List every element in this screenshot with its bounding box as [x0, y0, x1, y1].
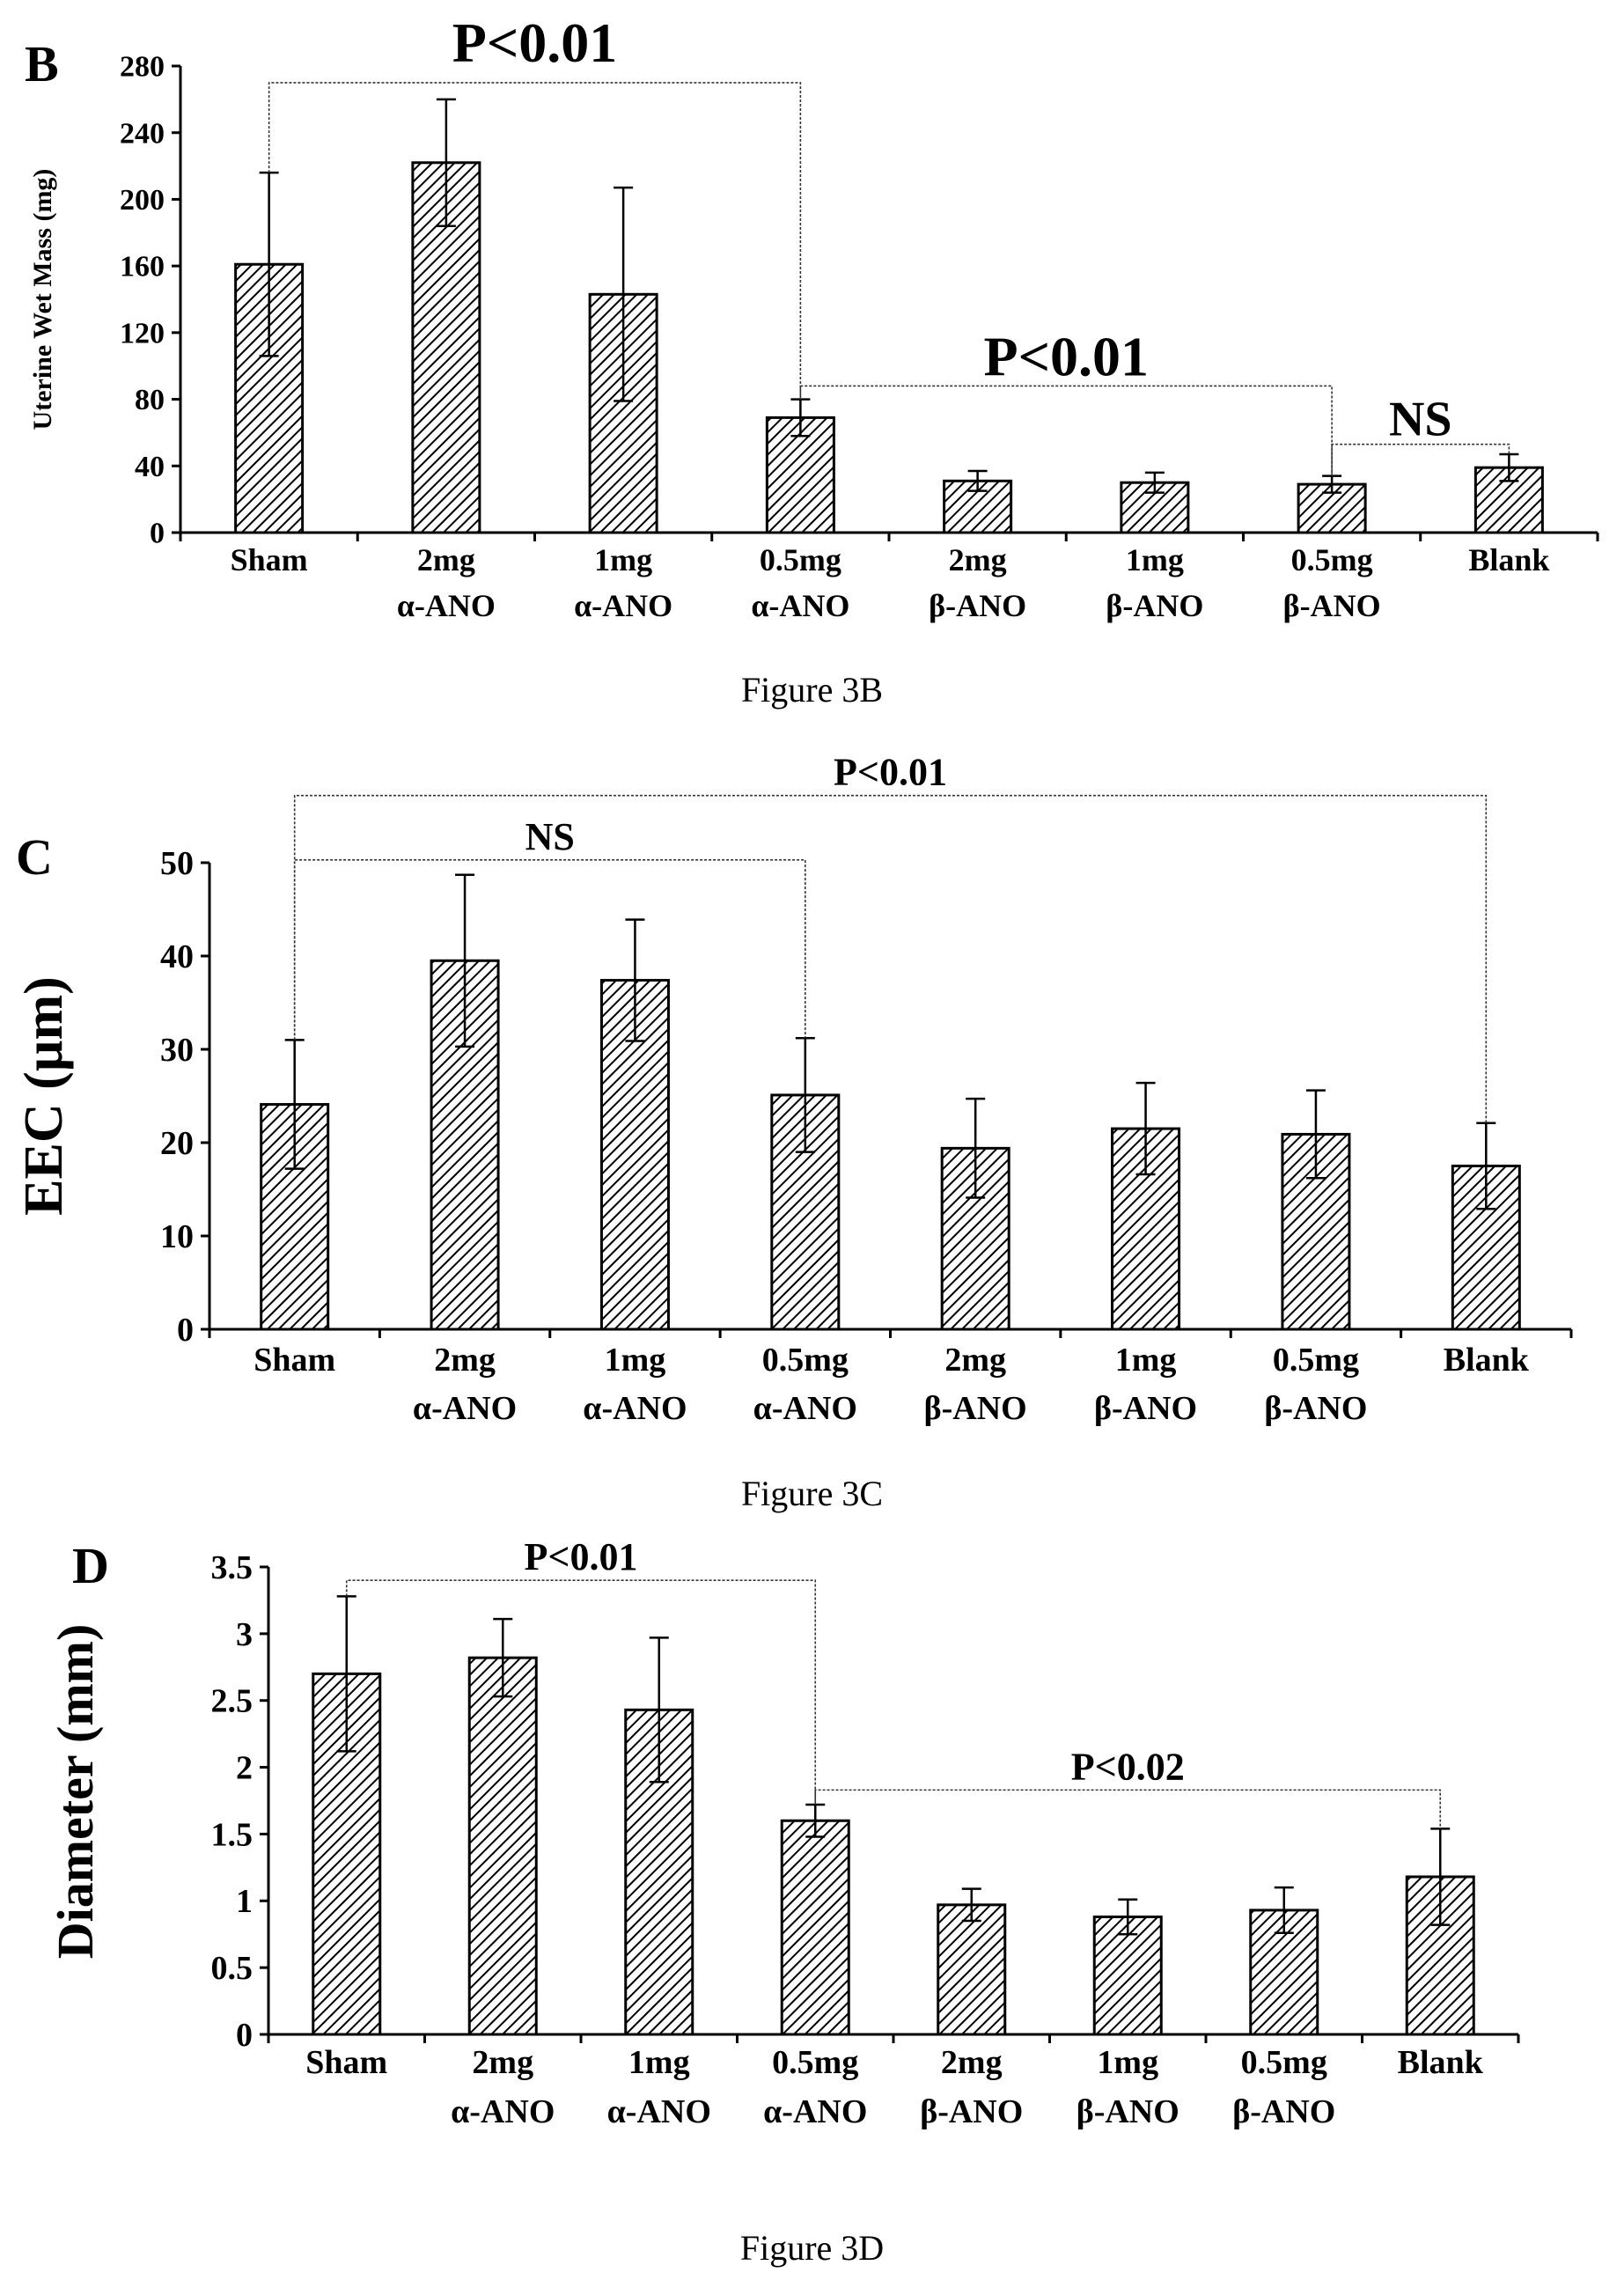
significance-bracket: [1331, 443, 1510, 476]
significance-bracket: [293, 794, 1488, 1123]
bar: [1092, 1915, 1163, 2036]
y-tick-label: 1: [236, 1883, 253, 1920]
category-label: β-ANO: [1232, 2093, 1335, 2130]
panel-letter: B: [25, 35, 59, 92]
y-tick-label: 3: [236, 1616, 253, 1653]
significance-label: P<0.01: [983, 325, 1149, 387]
y-tick-label: 0: [150, 518, 165, 550]
y-tick-label: 1.5: [211, 1816, 254, 1853]
category-label: α-ANO: [607, 2093, 711, 2130]
bar: [780, 1819, 850, 2036]
y-tick-label: 30: [160, 1032, 194, 1069]
category-label: Sham: [254, 1342, 335, 1379]
category-label: 1mg: [1097, 2044, 1158, 2081]
significance-label: P<0.01: [525, 1535, 638, 1578]
category-label: 0.5mg: [1273, 1342, 1359, 1379]
category-label: β-ANO: [1077, 2093, 1179, 2130]
category-label: Sham: [305, 2044, 387, 2081]
y-tick-label: 120: [120, 317, 165, 349]
category-label: 1mg: [594, 542, 652, 577]
category-label: 2mg: [941, 2044, 1003, 2081]
significance-label: P<0.01: [452, 11, 618, 74]
chart-3b: B Uterine Wet Mass (mg) 0 40 80 120 160 200 240 2…: [25, 11, 1599, 623]
significance-label: P<0.01: [834, 751, 947, 794]
chart-3c: C EEC (µm) 0 10 20 30 40 50 Sham 2mg α-ANO 1mg α-ANO…: [14, 751, 1573, 1427]
y-tick-label: 80: [135, 384, 165, 416]
y-tick-label: 0: [177, 1312, 194, 1349]
category-label: β-ANO: [1106, 588, 1203, 623]
y-tick-label: 10: [160, 1218, 194, 1255]
category-label: 1mg: [1126, 542, 1184, 577]
y-tick-label: 20: [160, 1125, 194, 1162]
y-tick-label: 40: [160, 938, 194, 975]
category-label: α-ANO: [451, 2093, 555, 2130]
figure-caption-3d: Figure 3D: [739, 2228, 885, 2268]
y-tick-label: 160: [120, 251, 165, 283]
category-label: α-ANO: [583, 1390, 687, 1427]
category-label: 0.5mg: [762, 1342, 849, 1379]
category-label: 2mg: [472, 2044, 533, 2081]
chart-3d: D Diameter (mm) 0 0.5 1 1.5 2 2.5 3 3.5 Sham 2mg α-A…: [47, 1535, 1520, 2130]
category-label: 0.5mg: [760, 542, 841, 577]
significance-label: P<0.02: [1071, 1745, 1185, 1788]
y-tick-label: 200: [120, 184, 165, 217]
category-label: α-ANO: [397, 588, 496, 623]
category-label: α-ANO: [751, 588, 849, 623]
bar: [940, 1146, 1010, 1331]
bar: [467, 1656, 538, 2036]
y-tick-label: 2.5: [211, 1683, 254, 1720]
significance-bracket: [293, 859, 806, 1041]
significance-bracket: [345, 1579, 817, 1806]
category-label: Blank: [1444, 1342, 1530, 1379]
category-label: β-ANO: [1264, 1390, 1367, 1427]
panel-letter: D: [72, 1537, 109, 1594]
bar: [937, 1903, 1007, 2036]
y-tick-label: 3.5: [211, 1549, 254, 1586]
category-label: Sham: [231, 542, 308, 577]
category-label: 1mg: [605, 1342, 666, 1379]
significance-bracket: [268, 82, 802, 400]
figure-caption-3c: Figure 3C: [740, 1474, 884, 1513]
category-label: β-ANO: [924, 1390, 1027, 1427]
y-tick-label: 40: [135, 451, 165, 483]
y-axis-label: EEC (µm): [14, 976, 74, 1216]
figure-caption-3b: Figure 3B: [740, 670, 884, 710]
y-axis-label: Diameter (mm): [47, 1624, 104, 1960]
category-label: 2mg: [949, 542, 1007, 577]
category-label: 0.5mg: [772, 2044, 858, 2081]
category-label: α-ANO: [574, 588, 672, 623]
bar: [624, 1708, 694, 2036]
category-label: 1mg: [1115, 1342, 1177, 1379]
category-label: 0.5mg: [1291, 542, 1373, 577]
category-label: α-ANO: [763, 2093, 867, 2130]
panel-letter: C: [16, 828, 53, 886]
y-tick-label: 50: [160, 845, 194, 882]
significance-label: NS: [525, 815, 575, 858]
y-tick-label: 0.5: [211, 1950, 254, 1987]
category-label: β-ANO: [920, 2093, 1023, 2130]
category-label: β-ANO: [929, 588, 1026, 623]
y-axis-label: Uterine Wet Mass (mg): [28, 169, 57, 430]
category-label: 2mg: [944, 1342, 1006, 1379]
category-label: β-ANO: [1283, 588, 1381, 623]
category-label: 2mg: [434, 1342, 496, 1379]
y-tick-label: 0: [236, 2017, 253, 2054]
category-label: α-ANO: [753, 1390, 857, 1427]
y-tick-label: 280: [120, 51, 165, 84]
y-tick-label: 2: [236, 1749, 253, 1786]
category-label: 1mg: [628, 2044, 690, 2081]
category-label: Blank: [1398, 2044, 1484, 2081]
significance-bracket: [799, 385, 1333, 476]
category-label: Blank: [1468, 542, 1549, 577]
category-label: 0.5mg: [1241, 2044, 1327, 2081]
y-tick-label: 240: [120, 117, 165, 150]
significance-bracket: [814, 1789, 1442, 1829]
category-label: 2mg: [417, 542, 475, 577]
category-label: α-ANO: [413, 1390, 517, 1427]
category-label: β-ANO: [1094, 1390, 1197, 1427]
significance-label: NS: [1389, 393, 1452, 447]
